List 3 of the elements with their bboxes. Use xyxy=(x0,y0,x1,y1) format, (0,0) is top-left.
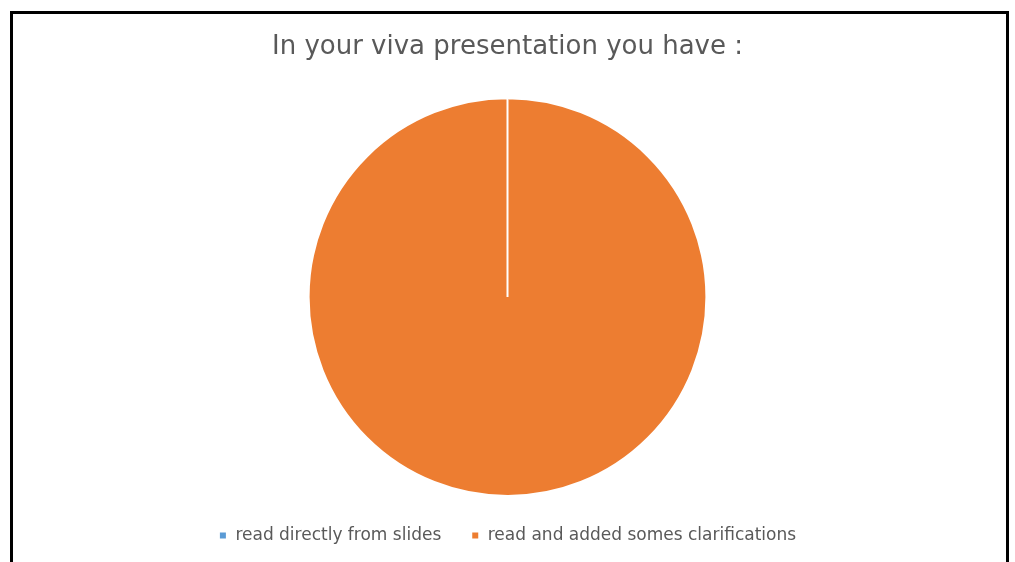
chart-title: In your viva presentation you have : xyxy=(271,30,744,61)
legend-label: read directly from slides xyxy=(235,523,442,544)
legend-label: read and added somes clarifications xyxy=(487,523,797,544)
